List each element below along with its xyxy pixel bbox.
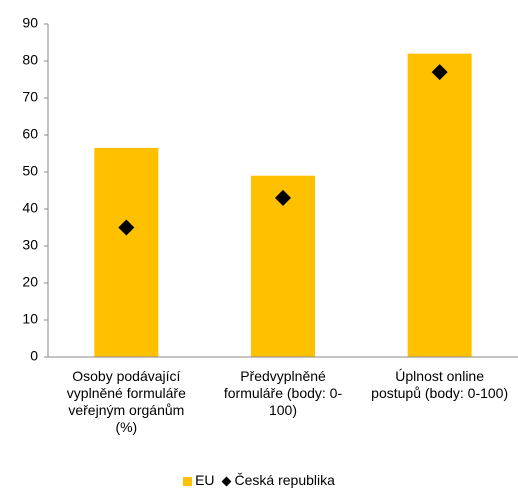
y-tick-label: 70 [22,89,38,105]
legend-item: Česká republika [221,472,335,488]
legend-label: Česká republika [234,472,335,488]
legend: EU Česká republika [0,472,518,488]
y-tick-label: 50 [22,163,38,179]
bar [407,53,472,357]
y-tick-label: 90 [22,15,38,31]
y-tick-label: 10 [22,311,38,327]
x-tick-label: Osoby podávající vyplněné formuláře veře… [66,368,186,435]
y-tick-label: 80 [22,52,38,68]
legend-label: EU [195,472,215,488]
y-tick-label: 60 [22,126,38,142]
x-tick-label: Úplnost online postupů (body: 0-100) [371,368,509,401]
marker [275,189,291,206]
marker [431,64,448,81]
y-tick-label: 0 [30,348,38,364]
legend-item: EU [183,472,215,488]
bar [94,147,159,357]
bar [251,175,315,357]
x-tick-label: Předvyplněné formuláře (body: 0-100) [223,368,343,418]
legend-swatch [183,476,193,486]
y-tick-label: 20 [22,274,38,290]
marker [118,219,135,236]
y-tick-label: 30 [22,237,38,253]
y-tick-label: 40 [22,200,38,216]
legend-swatch [221,476,231,487]
